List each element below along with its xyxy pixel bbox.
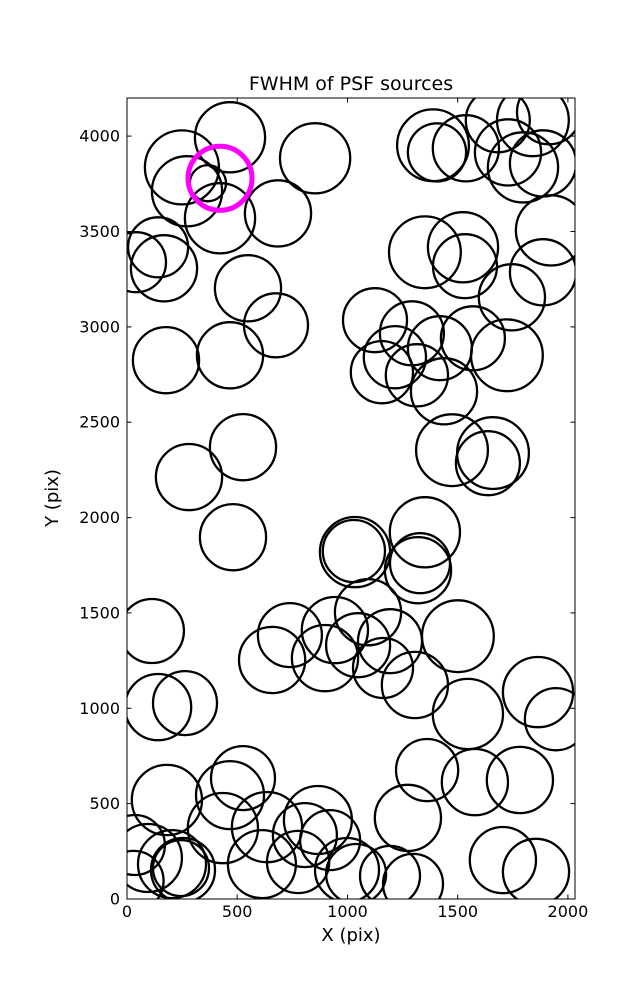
psf-source-circle xyxy=(136,828,208,899)
psf-source-circle xyxy=(324,842,388,899)
psf-source-circle xyxy=(151,838,211,898)
x-tick-label: 0 xyxy=(122,902,132,921)
psf-source-circle xyxy=(194,759,266,831)
psf-source-circle xyxy=(127,597,186,665)
psf-source-circle xyxy=(485,745,555,815)
psf-source-circle xyxy=(431,233,499,300)
y-tick-label: 2000 xyxy=(79,508,120,527)
psf-source-circle xyxy=(129,234,199,303)
psf-source-circle xyxy=(290,623,360,693)
psf-source-circle xyxy=(183,182,257,255)
y-tick-label: 0 xyxy=(110,890,120,909)
psf-source-circle xyxy=(313,836,381,899)
psf-source-circle xyxy=(409,357,479,426)
psf-source-circle xyxy=(300,595,370,665)
psf-source-circle xyxy=(127,672,193,742)
highlighted-source-circle xyxy=(185,143,255,213)
psf-source-circle xyxy=(150,155,224,228)
psf-source-circle xyxy=(473,118,543,187)
psf-source-circle xyxy=(271,801,339,869)
psf-source-circle xyxy=(439,305,507,372)
ticks-layer xyxy=(126,98,575,900)
psf-source-circle xyxy=(195,321,265,390)
y-tick-label: 2500 xyxy=(79,413,120,432)
psf-source-circle xyxy=(243,179,313,248)
x-tick-label: 1500 xyxy=(437,902,478,921)
psf-source-circle xyxy=(154,442,224,512)
x-axis-label: X (pix) xyxy=(321,925,380,946)
psf-source-circle xyxy=(486,131,560,204)
psf-source-circle xyxy=(209,744,277,812)
x-tick-label: 500 xyxy=(222,902,253,921)
chart-title: FWHM of PSF sources xyxy=(249,73,453,95)
x-tick-label: 2000 xyxy=(548,902,589,921)
psf-source-circle xyxy=(151,669,219,737)
psf-source-circle xyxy=(406,122,468,183)
psf-sources-layer xyxy=(127,98,575,899)
psf-source-circle xyxy=(208,412,278,482)
y-tick-label: 1000 xyxy=(79,699,120,718)
psf-source-circle xyxy=(186,791,260,865)
psf-source-circle xyxy=(501,837,571,899)
psf-source-circle xyxy=(213,254,283,323)
psf-source-circle xyxy=(193,101,267,174)
psf-source-circle xyxy=(143,129,221,206)
psf-source-circle xyxy=(384,343,450,408)
psf-source-circle xyxy=(226,828,298,899)
psf-source-circle xyxy=(349,339,415,405)
psf-source-circle xyxy=(394,737,460,803)
psf-source-circle xyxy=(127,231,168,294)
psf-source-circle xyxy=(523,686,575,752)
psf-source-circle xyxy=(381,852,445,899)
y-tick-label: 3000 xyxy=(79,317,120,336)
psf-source-circle xyxy=(230,790,304,864)
psf-source-circle xyxy=(468,825,538,895)
psf-source-circle xyxy=(131,325,201,395)
psf-source-circle xyxy=(356,608,424,675)
psf-source-circle xyxy=(278,122,352,195)
psf-source-circle xyxy=(324,612,392,679)
y-axis-label: Y (pix) xyxy=(42,469,63,528)
psf-source-circle xyxy=(469,318,544,393)
psf-source-circle xyxy=(127,822,184,894)
y-tick-label: 1500 xyxy=(79,603,120,622)
psf-source-circle xyxy=(477,263,547,332)
tick-labels-layer: 0 500 1000 1500 2000 0 500 1000 1500 2000 2500 3000… xyxy=(79,127,588,921)
psf-source-circle xyxy=(514,194,575,267)
psf-source-circle xyxy=(127,849,165,899)
psf-source-circle xyxy=(237,625,307,695)
y-tick-label: 4000 xyxy=(79,127,120,146)
psf-source-circle xyxy=(198,502,268,572)
x-tick-label: 1000 xyxy=(327,902,368,921)
psf-source-circle xyxy=(414,413,490,488)
psf-source-circle xyxy=(383,535,453,605)
psf-source-circle xyxy=(341,287,409,354)
psf-source-circle xyxy=(454,430,522,497)
psf-source-circle xyxy=(362,324,428,390)
y-tick-label: 500 xyxy=(89,794,120,813)
psf-source-circle xyxy=(387,215,462,290)
psf-source-circle xyxy=(351,636,415,700)
psf-source-circle xyxy=(358,844,422,899)
psf-source-circle xyxy=(431,114,501,183)
psf-source-circle xyxy=(149,836,217,899)
psf-source-circle xyxy=(256,601,324,669)
psf-source-circle xyxy=(388,496,462,569)
psf-source-circle xyxy=(440,747,510,817)
psf-source-circle xyxy=(426,211,500,284)
axes-box xyxy=(126,97,576,900)
y-tick-label: 3500 xyxy=(79,222,120,241)
